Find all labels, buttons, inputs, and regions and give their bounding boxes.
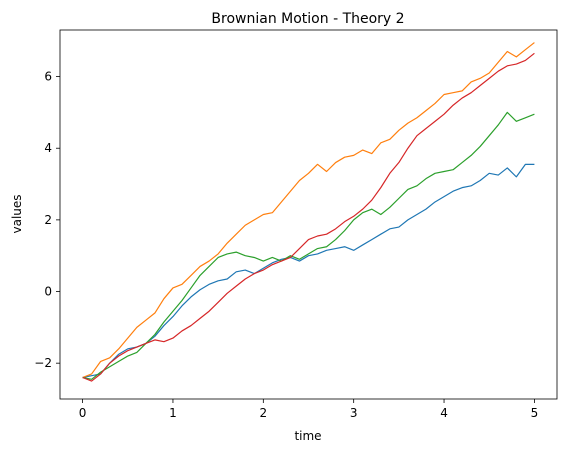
x-axis-label: time	[294, 429, 321, 443]
x-tick-label: 5	[531, 406, 539, 420]
series-line-orange	[82, 42, 535, 379]
y-tick-label: 6	[44, 70, 52, 84]
series-line-red	[82, 52, 535, 382]
x-tick-label: 4	[440, 406, 448, 420]
series-line-green	[82, 111, 535, 380]
x-tick-label: 0	[79, 406, 87, 420]
chart-title: Brownian Motion - Theory 2	[211, 11, 404, 27]
y-tick-label: 2	[44, 213, 52, 227]
plot-series-group	[82, 42, 535, 382]
x-tick-label: 3	[350, 406, 358, 420]
y-tick-label: 4	[44, 141, 52, 155]
ticks-group: 0 1 2 3 4 5 −2 0 2 4 6	[34, 70, 538, 420]
plot-frame	[59, 29, 558, 400]
y-tick-label: −2	[34, 356, 52, 370]
y-axis-label: values	[10, 194, 24, 233]
x-tick-label: 1	[169, 406, 177, 420]
x-tick-label: 2	[259, 406, 267, 420]
series-line-blue	[82, 163, 535, 379]
y-tick-label: 0	[44, 285, 52, 299]
